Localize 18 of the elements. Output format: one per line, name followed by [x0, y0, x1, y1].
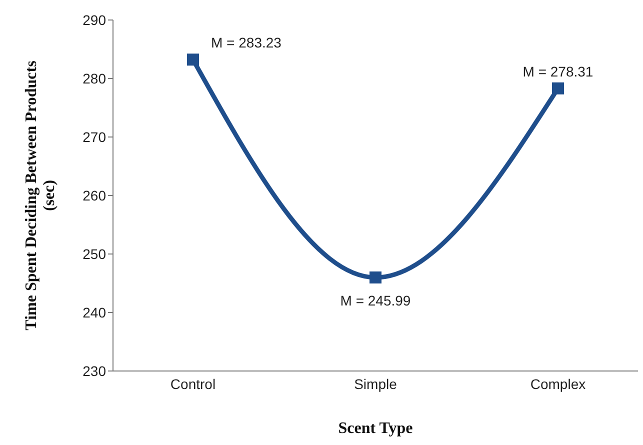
data-label: M = 245.99 — [340, 292, 411, 308]
x-tick-label: Simple — [354, 376, 398, 392]
y-tick-label: 230 — [82, 362, 106, 379]
point — [552, 82, 564, 94]
x-axis-title: Scent Type — [338, 420, 413, 437]
point — [370, 271, 382, 284]
data-label: M = 278.31 — [522, 63, 594, 80]
data-label: M = 283.23 — [211, 34, 282, 51]
y-tick-label: 260 — [82, 187, 106, 204]
y-tick-label: 280 — [82, 70, 106, 86]
y-tick-label: 290 — [82, 12, 106, 28]
x-tick-label: Complex — [530, 376, 586, 392]
x-tick-label: Control — [170, 376, 216, 392]
y-tick-label: 270 — [82, 128, 106, 145]
y-tick-label: 250 — [82, 246, 106, 262]
y-tick-label: 240 — [82, 304, 106, 320]
y-axis-title: Time Spent Deciding Between Products (sec) — [23, 60, 58, 330]
point — [187, 54, 199, 66]
